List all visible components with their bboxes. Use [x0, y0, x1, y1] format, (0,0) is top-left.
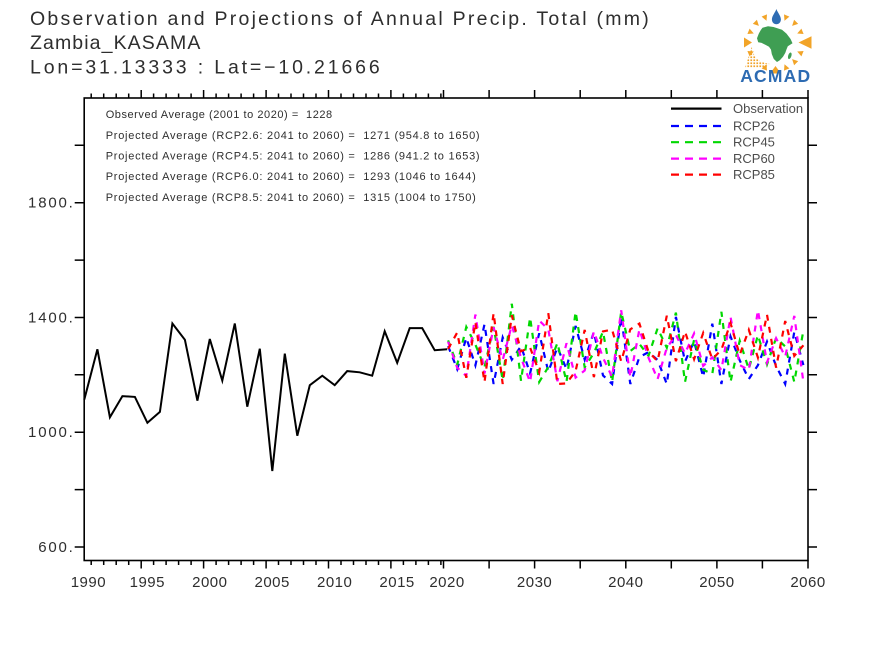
svg-text:2005: 2005	[255, 574, 290, 591]
svg-text:2020: 2020	[429, 574, 464, 591]
svg-text:2000: 2000	[192, 574, 227, 591]
svg-text:Lon=31.13333 : Lat=−10.21666: Lon=31.13333 : Lat=−10.21666	[30, 57, 383, 79]
svg-text:1995: 1995	[130, 574, 165, 591]
svg-text:RCP60: RCP60	[733, 151, 775, 166]
svg-text:Observed Average (2001 to 2020: Observed Average (2001 to 2020) = 1228	[106, 109, 333, 121]
svg-text:ACMAD: ACMAD	[740, 66, 811, 86]
svg-text:1000.: 1000.	[28, 424, 75, 441]
svg-text:2010: 2010	[317, 574, 352, 591]
svg-text:2050: 2050	[699, 574, 734, 591]
svg-text:Observation: Observation	[733, 101, 803, 116]
svg-text:1990: 1990	[71, 574, 106, 591]
svg-text:1400.: 1400.	[28, 310, 75, 327]
svg-text:Projected Average (RCP2.6: 204: Projected Average (RCP2.6: 2041 to 2060)…	[106, 130, 481, 142]
svg-text:2015: 2015	[379, 574, 414, 591]
svg-text:Projected Average (RCP8.5: 204: Projected Average (RCP8.5: 2041 to 2060)…	[106, 192, 477, 204]
svg-text:Observation and Projections of: Observation and Projections of Annual Pr…	[30, 8, 651, 30]
svg-text:RCP85: RCP85	[733, 167, 775, 182]
svg-text:1800.: 1800.	[28, 195, 75, 212]
svg-text:Zambia_KASAMA: Zambia_KASAMA	[30, 32, 201, 54]
svg-text:RCP26: RCP26	[733, 119, 775, 134]
svg-text:600.: 600.	[38, 539, 74, 556]
svg-text:Projected Average (RCP4.5: 204: Projected Average (RCP4.5: 2041 to 2060)…	[106, 150, 481, 162]
svg-text:RCP45: RCP45	[733, 135, 775, 150]
svg-text:2040: 2040	[608, 574, 643, 591]
svg-text:Projected Average (RCP6.0: 204: Projected Average (RCP6.0: 2041 to 2060)…	[106, 171, 477, 183]
svg-text:2030: 2030	[517, 574, 552, 591]
svg-text:2060: 2060	[790, 574, 825, 591]
